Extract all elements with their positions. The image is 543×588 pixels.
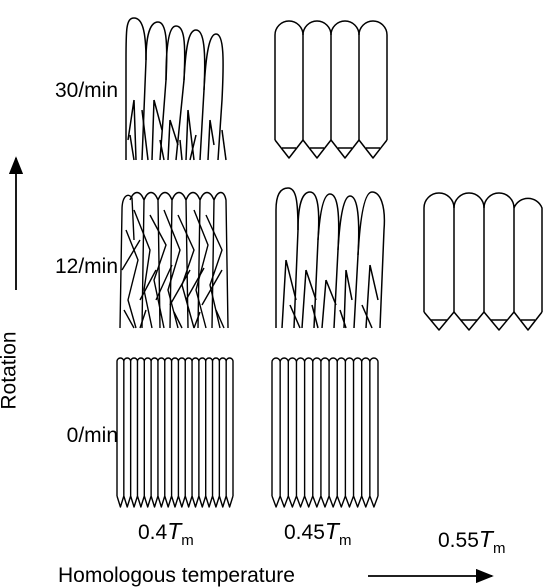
cell-12min-0-55tm (423, 192, 543, 331)
cell-30min-0-4tm (125, 17, 227, 161)
col-subscript: m (181, 532, 194, 549)
col-value: 0.55 (438, 529, 479, 552)
col-label-0-4tm: 0.4Tm (138, 518, 194, 549)
col-symbol: T (167, 518, 182, 544)
row-label-0min: 0/min (66, 424, 118, 447)
col-label-0-45tm: 0.45Tm (284, 518, 351, 549)
cell-30min-0-45tm (274, 20, 388, 159)
row-label-12min: 12/min (54, 255, 118, 278)
cell-0min-0-4tm (116, 357, 234, 508)
col-symbol: T (324, 518, 339, 544)
cell-0min-0-45tm (271, 357, 379, 508)
columnar-grains (271, 357, 379, 508)
col-value: 0.45 (284, 521, 325, 544)
cell-12min-0-4tm (119, 191, 229, 329)
row-label-30min: 30/min (54, 79, 118, 102)
cell-12min-0-45tm (275, 187, 386, 329)
col-subscript: m (492, 540, 506, 557)
col-value: 0.4 (138, 521, 168, 544)
x-axis-label: Homologous temperature (58, 564, 295, 587)
y-axis-label: Rotation (0, 331, 21, 410)
col-label-0-55tm: 0.55Tm (438, 526, 505, 557)
columnar-grains (116, 357, 234, 508)
col-subscript: m (338, 532, 352, 549)
col-symbol: T (478, 526, 493, 552)
